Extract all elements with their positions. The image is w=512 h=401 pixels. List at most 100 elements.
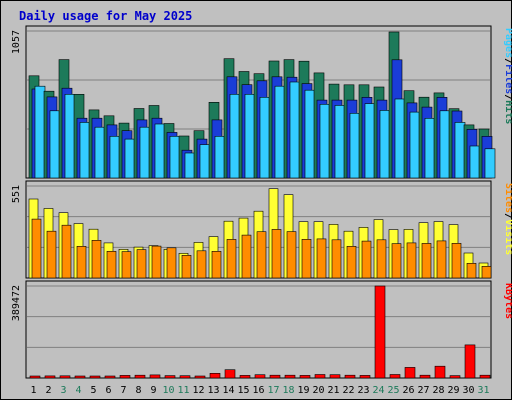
bar-kbytes-day-8 — [134, 374, 146, 379]
bar-kbytes-day-11 — [179, 375, 191, 379]
bar-sites-day-27 — [421, 243, 432, 279]
legend-kbytes: KBytes — [503, 283, 512, 319]
x-tick-label-1: 1 — [30, 385, 36, 396]
bar-sites-day-7 — [121, 251, 132, 279]
bar-sites-day-29 — [451, 243, 462, 279]
bar-pages-day-16 — [259, 97, 271, 179]
x-tick-label-27: 27 — [417, 385, 429, 396]
bar-pages-day-20 — [319, 104, 331, 179]
bar-kbytes-day-6 — [104, 375, 116, 379]
x-tick-label-5: 5 — [90, 385, 96, 396]
bar-pages-day-5 — [94, 126, 106, 179]
bar-pages-day-30 — [469, 145, 481, 179]
bar-sites-day-5 — [91, 240, 102, 279]
bar-sites-day-15 — [241, 234, 252, 279]
bar-kbytes-day-3 — [59, 375, 71, 379]
x-tick-label-7: 7 — [120, 385, 126, 396]
bar-sites-day-23 — [361, 240, 372, 279]
bar-sites-day-16 — [256, 231, 267, 279]
legend-separator: / — [503, 213, 512, 219]
x-tick-label-8: 8 — [135, 385, 141, 396]
bar-pages-day-2 — [49, 110, 61, 179]
bar-kbytes-day-30 — [464, 344, 476, 379]
legend-hits-files-pages: Pages/Files/Hits — [503, 28, 512, 124]
bar-sites-day-11 — [181, 255, 192, 279]
bar-sites-day-2 — [46, 230, 57, 279]
y-max-label: 551 — [11, 185, 22, 203]
bar-kbytes-day-13 — [209, 372, 221, 379]
legend-item-pages: Pages — [503, 28, 512, 58]
bar-pages-day-17 — [274, 85, 286, 179]
x-tick-label-22: 22 — [342, 385, 354, 396]
bar-pages-day-12 — [199, 144, 211, 179]
bar-sites-day-31 — [481, 265, 492, 279]
bar-sites-day-1 — [31, 218, 42, 279]
legend-item-files: Files — [503, 64, 512, 94]
bar-pages-day-21 — [334, 105, 346, 179]
bar-kbytes-day-21 — [329, 374, 341, 379]
x-tick-label-14: 14 — [222, 385, 234, 396]
bar-kbytes-day-23 — [359, 375, 371, 379]
bar-kbytes-day-7 — [119, 375, 131, 379]
bar-sites-day-18 — [286, 231, 297, 279]
x-tick-label-9: 9 — [150, 385, 156, 396]
panel-kbytes — [25, 280, 492, 379]
bar-pages-day-28 — [439, 110, 451, 179]
bar-pages-day-31 — [484, 148, 496, 179]
x-tick-label-19: 19 — [297, 385, 309, 396]
x-tick-label-4: 4 — [75, 385, 81, 396]
bar-pages-day-11 — [184, 152, 196, 179]
legend-visits-sites: Sites/Visits — [503, 183, 512, 255]
bar-kbytes-day-26 — [404, 367, 416, 379]
bar-pages-day-26 — [409, 111, 421, 179]
bar-kbytes-day-1 — [29, 375, 41, 379]
x-tick-label-23: 23 — [357, 385, 369, 396]
x-tick-label-28: 28 — [432, 385, 444, 396]
y-max-label: 1057 — [11, 30, 22, 54]
bar-pages-day-24 — [379, 110, 391, 179]
bar-sites-day-21 — [331, 239, 342, 279]
bar-sites-day-24 — [376, 239, 387, 279]
x-tick-label-20: 20 — [312, 385, 324, 396]
bar-kbytes-day-24 — [374, 285, 386, 379]
x-tick-label-30: 30 — [462, 385, 474, 396]
x-tick-label-17: 17 — [267, 385, 279, 396]
bar-pages-day-27 — [424, 118, 436, 179]
bar-kbytes-day-28 — [434, 365, 446, 379]
bar-pages-day-22 — [349, 113, 361, 179]
y-max-label: 389472 — [11, 285, 22, 321]
bar-kbytes-day-16 — [254, 374, 266, 379]
bar-pages-day-3 — [64, 94, 76, 179]
bar-sites-day-28 — [436, 240, 447, 279]
bar-pages-day-23 — [364, 103, 376, 179]
x-tick-label-2: 2 — [45, 385, 51, 396]
bar-sites-day-8 — [136, 249, 147, 279]
x-tick-label-29: 29 — [447, 385, 459, 396]
bar-kbytes-day-18 — [284, 374, 296, 379]
bar-pages-day-19 — [304, 89, 316, 179]
bar-kbytes-day-14 — [224, 369, 236, 379]
x-tick-label-21: 21 — [327, 385, 339, 396]
bar-sites-day-17 — [271, 229, 282, 279]
bar-pages-day-18 — [289, 81, 301, 179]
bar-pages-day-8 — [139, 126, 151, 179]
x-tick-label-26: 26 — [402, 385, 414, 396]
bar-sites-day-26 — [406, 242, 417, 279]
x-tick-label-12: 12 — [192, 385, 204, 396]
bar-pages-day-9 — [154, 123, 166, 179]
bar-sites-day-3 — [61, 224, 72, 279]
bar-pages-day-4 — [79, 122, 91, 179]
bar-kbytes-day-5 — [89, 375, 101, 379]
bar-pages-day-25 — [394, 98, 406, 179]
bar-pages-day-10 — [169, 136, 181, 179]
bar-sites-day-22 — [346, 246, 357, 279]
bar-sites-day-19 — [301, 239, 312, 279]
x-tick-label-11: 11 — [177, 385, 189, 396]
x-tick-label-6: 6 — [105, 385, 111, 396]
x-tick-label-15: 15 — [237, 385, 249, 396]
x-tick-label-25: 25 — [387, 385, 399, 396]
bar-sites-day-13 — [211, 251, 222, 279]
legend-item-kbytes: KBytes — [503, 283, 512, 319]
x-tick-label-3: 3 — [60, 385, 66, 396]
